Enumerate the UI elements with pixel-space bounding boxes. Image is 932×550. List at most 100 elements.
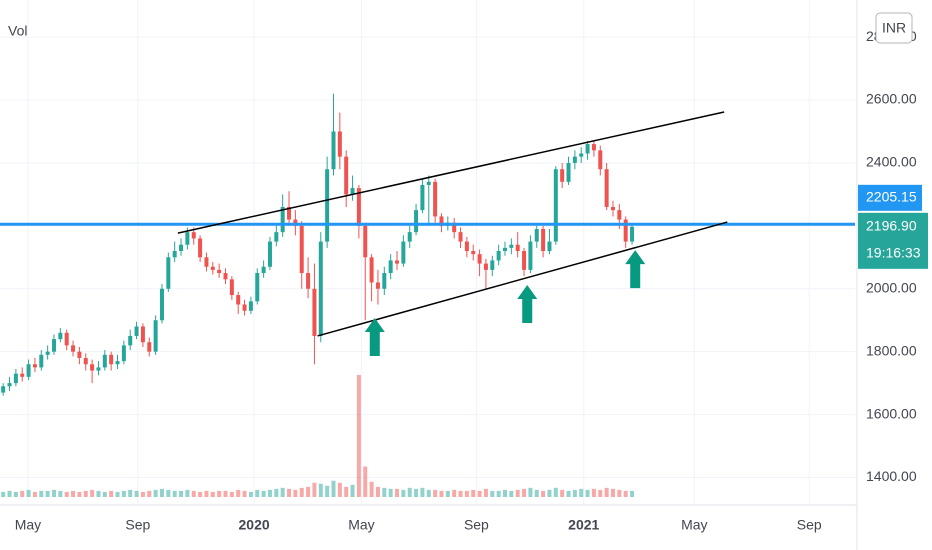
volume-bar xyxy=(534,489,539,497)
trendline xyxy=(317,221,728,337)
volume-bar xyxy=(109,490,114,497)
candle-body xyxy=(20,373,25,377)
volume-bar xyxy=(198,491,203,497)
countdown-label: 19:16:33 xyxy=(866,245,921,261)
volume-bar xyxy=(591,488,596,497)
y-tick-label: 2000.00 xyxy=(866,279,917,295)
volume-bar xyxy=(77,491,82,497)
candle-body xyxy=(407,232,412,242)
candle-body xyxy=(528,241,533,270)
volume-bar xyxy=(331,480,336,497)
candle-body xyxy=(325,169,330,242)
volume-bar xyxy=(363,466,368,497)
x-tick-label: 2020 xyxy=(239,517,270,533)
arrow xyxy=(625,250,646,289)
volume-bar xyxy=(13,491,18,497)
volume-bar xyxy=(242,490,247,497)
trendline xyxy=(177,111,725,234)
volume-bar xyxy=(172,490,177,497)
volume-bar xyxy=(45,490,50,497)
candle-body xyxy=(102,354,107,368)
candle-body xyxy=(64,332,69,346)
candle-body xyxy=(191,232,196,239)
volume-bar xyxy=(90,489,95,497)
candle-body xyxy=(401,241,406,264)
candle-body xyxy=(236,295,241,305)
volume-bar xyxy=(306,486,311,497)
y-tick-label: 1600.00 xyxy=(866,405,917,421)
volume-bar xyxy=(585,489,590,497)
candle-body xyxy=(140,326,145,343)
currency-label[interactable]: INR xyxy=(882,20,906,36)
candle-body xyxy=(350,188,355,195)
volume-bar xyxy=(407,487,412,497)
candle-body xyxy=(585,144,590,154)
candle-body xyxy=(490,260,495,270)
candle-body xyxy=(579,153,584,157)
currency-button[interactable] xyxy=(875,12,913,44)
candle-body xyxy=(287,206,292,220)
volume-bar xyxy=(623,490,628,497)
arrow xyxy=(517,284,538,323)
volume-bar xyxy=(267,489,272,497)
candle-body xyxy=(591,144,596,151)
volume-bar xyxy=(610,488,615,497)
candle-body xyxy=(83,357,88,365)
candle-body xyxy=(217,269,222,274)
candle-body xyxy=(134,326,139,336)
candle-body xyxy=(1,386,6,393)
volume-bar xyxy=(502,489,507,497)
volume-bar xyxy=(64,491,69,497)
volume-bar xyxy=(166,489,171,497)
volume-bar xyxy=(280,487,285,497)
candle-body xyxy=(318,241,323,336)
candle-body xyxy=(541,228,546,252)
volume-label: Vol xyxy=(8,23,27,39)
candle-body xyxy=(280,206,285,233)
x-tick-label: Sep xyxy=(464,517,489,533)
volume-bar xyxy=(509,490,514,497)
candle-body xyxy=(58,332,63,340)
volume-bar xyxy=(490,490,495,497)
candle-body xyxy=(515,244,520,252)
candle-body xyxy=(229,279,234,296)
volume-bar xyxy=(598,489,603,497)
volume-bar xyxy=(115,491,120,497)
volume-bar xyxy=(458,490,463,497)
candle-body xyxy=(293,219,298,226)
candle-body xyxy=(414,210,419,233)
volume-bar xyxy=(464,490,469,497)
candle-body xyxy=(45,351,50,355)
volume-bar xyxy=(337,482,342,497)
candle-body xyxy=(560,169,565,182)
volume-bar xyxy=(433,489,438,497)
candle-body xyxy=(210,266,215,270)
volume-bar xyxy=(496,490,501,497)
candle-body xyxy=(255,273,260,302)
volume-bar xyxy=(248,491,253,497)
candle-body xyxy=(630,226,635,242)
candle-body xyxy=(115,361,120,365)
volume-bar xyxy=(32,491,37,497)
volume-bar xyxy=(414,488,419,497)
x-tick-label: May xyxy=(15,517,41,533)
candle-body xyxy=(267,241,272,267)
candle-body xyxy=(172,251,177,258)
candle-body xyxy=(509,244,514,248)
candle-body xyxy=(248,301,253,311)
volume-bar xyxy=(20,490,25,497)
volume-bar xyxy=(229,491,234,497)
volume-bar xyxy=(236,489,241,497)
candle-body xyxy=(7,383,12,387)
volume-bar xyxy=(274,488,279,497)
candle-body xyxy=(39,354,44,368)
candle-body xyxy=(337,131,342,157)
volume-bar xyxy=(293,489,298,497)
volume-bar xyxy=(344,486,349,497)
candle-body xyxy=(77,351,82,358)
candle-body xyxy=(502,247,507,252)
volume-bar xyxy=(83,490,88,497)
y-tick-label: 1800.00 xyxy=(866,342,917,358)
candle-body xyxy=(464,241,469,252)
